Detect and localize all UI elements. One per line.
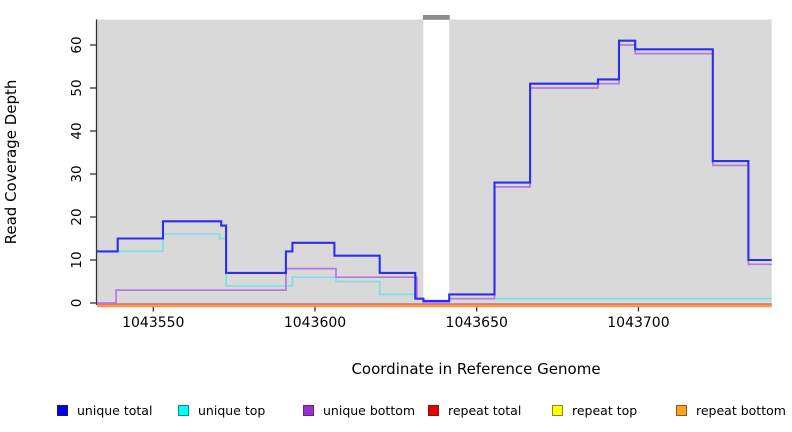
x-tick-label: 1043550: [122, 315, 184, 331]
x-axis-title-text: Coordinate in Reference Genome: [351, 360, 601, 378]
y-tick-label: 40: [69, 122, 85, 139]
y-tick-label: 10: [69, 251, 85, 268]
y-axis-title-text: Read Coverage Depth: [2, 79, 20, 245]
gap-band-top-cap: [422, 15, 450, 20]
x-tick-label: 1043650: [446, 315, 508, 331]
y-tick-label: 50: [69, 79, 85, 96]
series-unique-total-line: [97, 39, 772, 302]
y-tick-label: 0: [69, 299, 85, 308]
y-axis-title: Read Coverage Depth: [2, 22, 20, 302]
x-tick-label: 1043600: [284, 315, 346, 331]
y-tick-label: 20: [69, 208, 85, 225]
y-tick-label: 30: [69, 165, 85, 182]
x-tick-label: 1043700: [607, 315, 669, 331]
gap-band: [423, 19, 450, 305]
x-axis-title: Coordinate in Reference Genome: [0, 360, 792, 378]
y-tick-label: 60: [69, 36, 85, 53]
